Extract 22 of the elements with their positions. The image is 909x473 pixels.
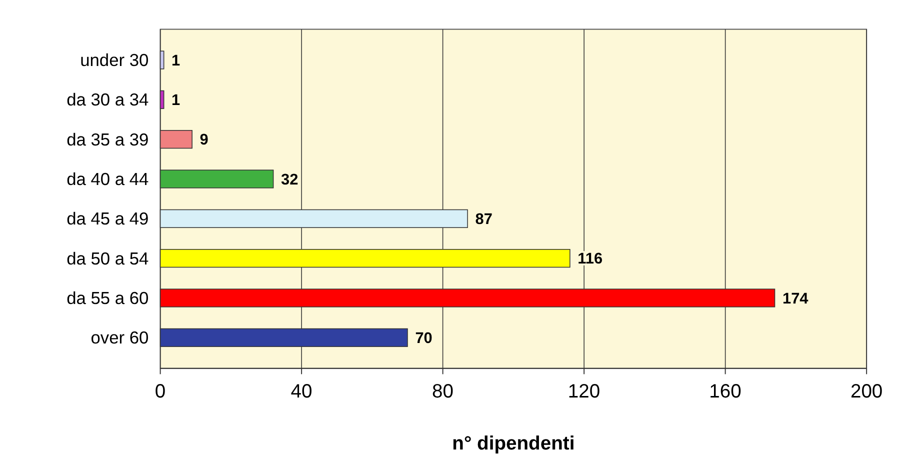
y-tick-label: da 40 a 44 <box>66 169 150 190</box>
data-label: 32 <box>281 171 298 188</box>
y-tick-label: under 30 <box>80 50 149 70</box>
x-tick-label: 0 <box>154 381 166 402</box>
x-tick-label: 40 <box>290 381 312 402</box>
y-tick-label: da 50 a 54 <box>66 248 150 268</box>
data-label: 1 <box>172 52 181 70</box>
y-tick-label: over 60 <box>90 328 149 348</box>
x-tick-label: 80 <box>432 381 454 402</box>
y-tick-label: da 45 a 49 <box>66 208 149 229</box>
x-tick-label: 120 <box>568 381 600 402</box>
y-tick-label: da 30 a 34 <box>66 90 150 110</box>
data-label: 1 <box>172 92 181 110</box>
data-label: 174 <box>782 290 809 308</box>
data-label: 70 <box>415 330 432 348</box>
x-tick-label: 160 <box>709 381 742 402</box>
x-tick-label: 200 <box>850 381 883 402</box>
data-label: 9 <box>200 132 209 149</box>
x-axis-title: n° dipendenti <box>452 434 575 455</box>
y-tick-label: da 55 a 60 <box>66 288 149 308</box>
y-tick-label: da 35 a 39 <box>66 129 149 150</box>
data-label: 87 <box>475 211 492 228</box>
